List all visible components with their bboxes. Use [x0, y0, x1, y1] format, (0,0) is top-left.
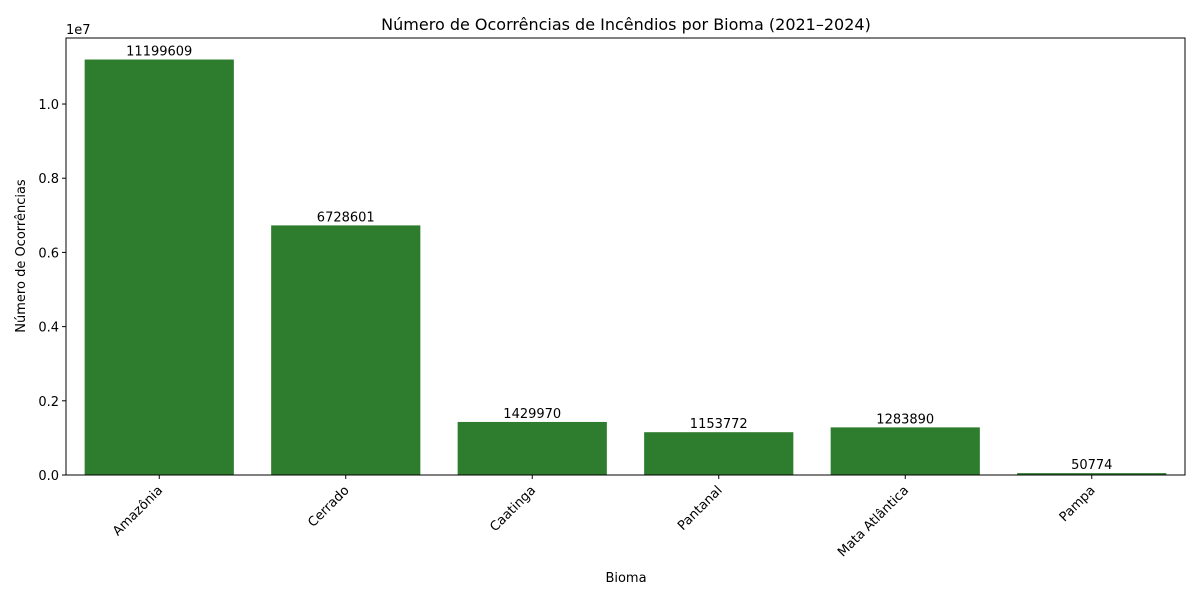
x-tick-label: Pampa	[1057, 483, 1099, 525]
x-tick-label: Pantanal	[675, 483, 725, 533]
y-offset-label: 1e7	[66, 23, 91, 38]
bar	[457, 421, 607, 475]
bar	[830, 427, 980, 475]
x-tick-label: Caatinga	[487, 483, 539, 535]
value-label: 11199609	[126, 45, 192, 60]
bar	[84, 59, 234, 475]
value-label: 50774	[1071, 458, 1112, 473]
value-label: 6728601	[317, 210, 375, 225]
bar	[1017, 473, 1167, 475]
y-tick-label: 0.2	[38, 395, 59, 410]
x-tick-label: Cerrado	[305, 483, 352, 530]
x-axis-label: Bioma	[605, 571, 646, 586]
y-axis-label: Número de Ocorrências	[14, 179, 29, 333]
y-tick-label: 0.0	[38, 469, 59, 484]
y-tick-label: 0.6	[38, 246, 59, 261]
value-label: 1429970	[503, 407, 561, 422]
y-tick-label: 0.4	[38, 321, 59, 336]
value-label: 1283890	[876, 412, 934, 427]
y-tick-label: 1.0	[38, 98, 59, 113]
bar	[644, 432, 794, 475]
plot-frame	[65, 37, 1186, 476]
bar	[271, 225, 421, 475]
chart-title: Número de Ocorrências de Incêndios por B…	[381, 15, 871, 34]
y-tick-label: 0.8	[38, 172, 59, 187]
x-tick-label: Amazônia	[110, 483, 166, 539]
x-tick-label: Mata Atlântica	[835, 483, 912, 560]
value-label: 1153772	[690, 417, 748, 432]
